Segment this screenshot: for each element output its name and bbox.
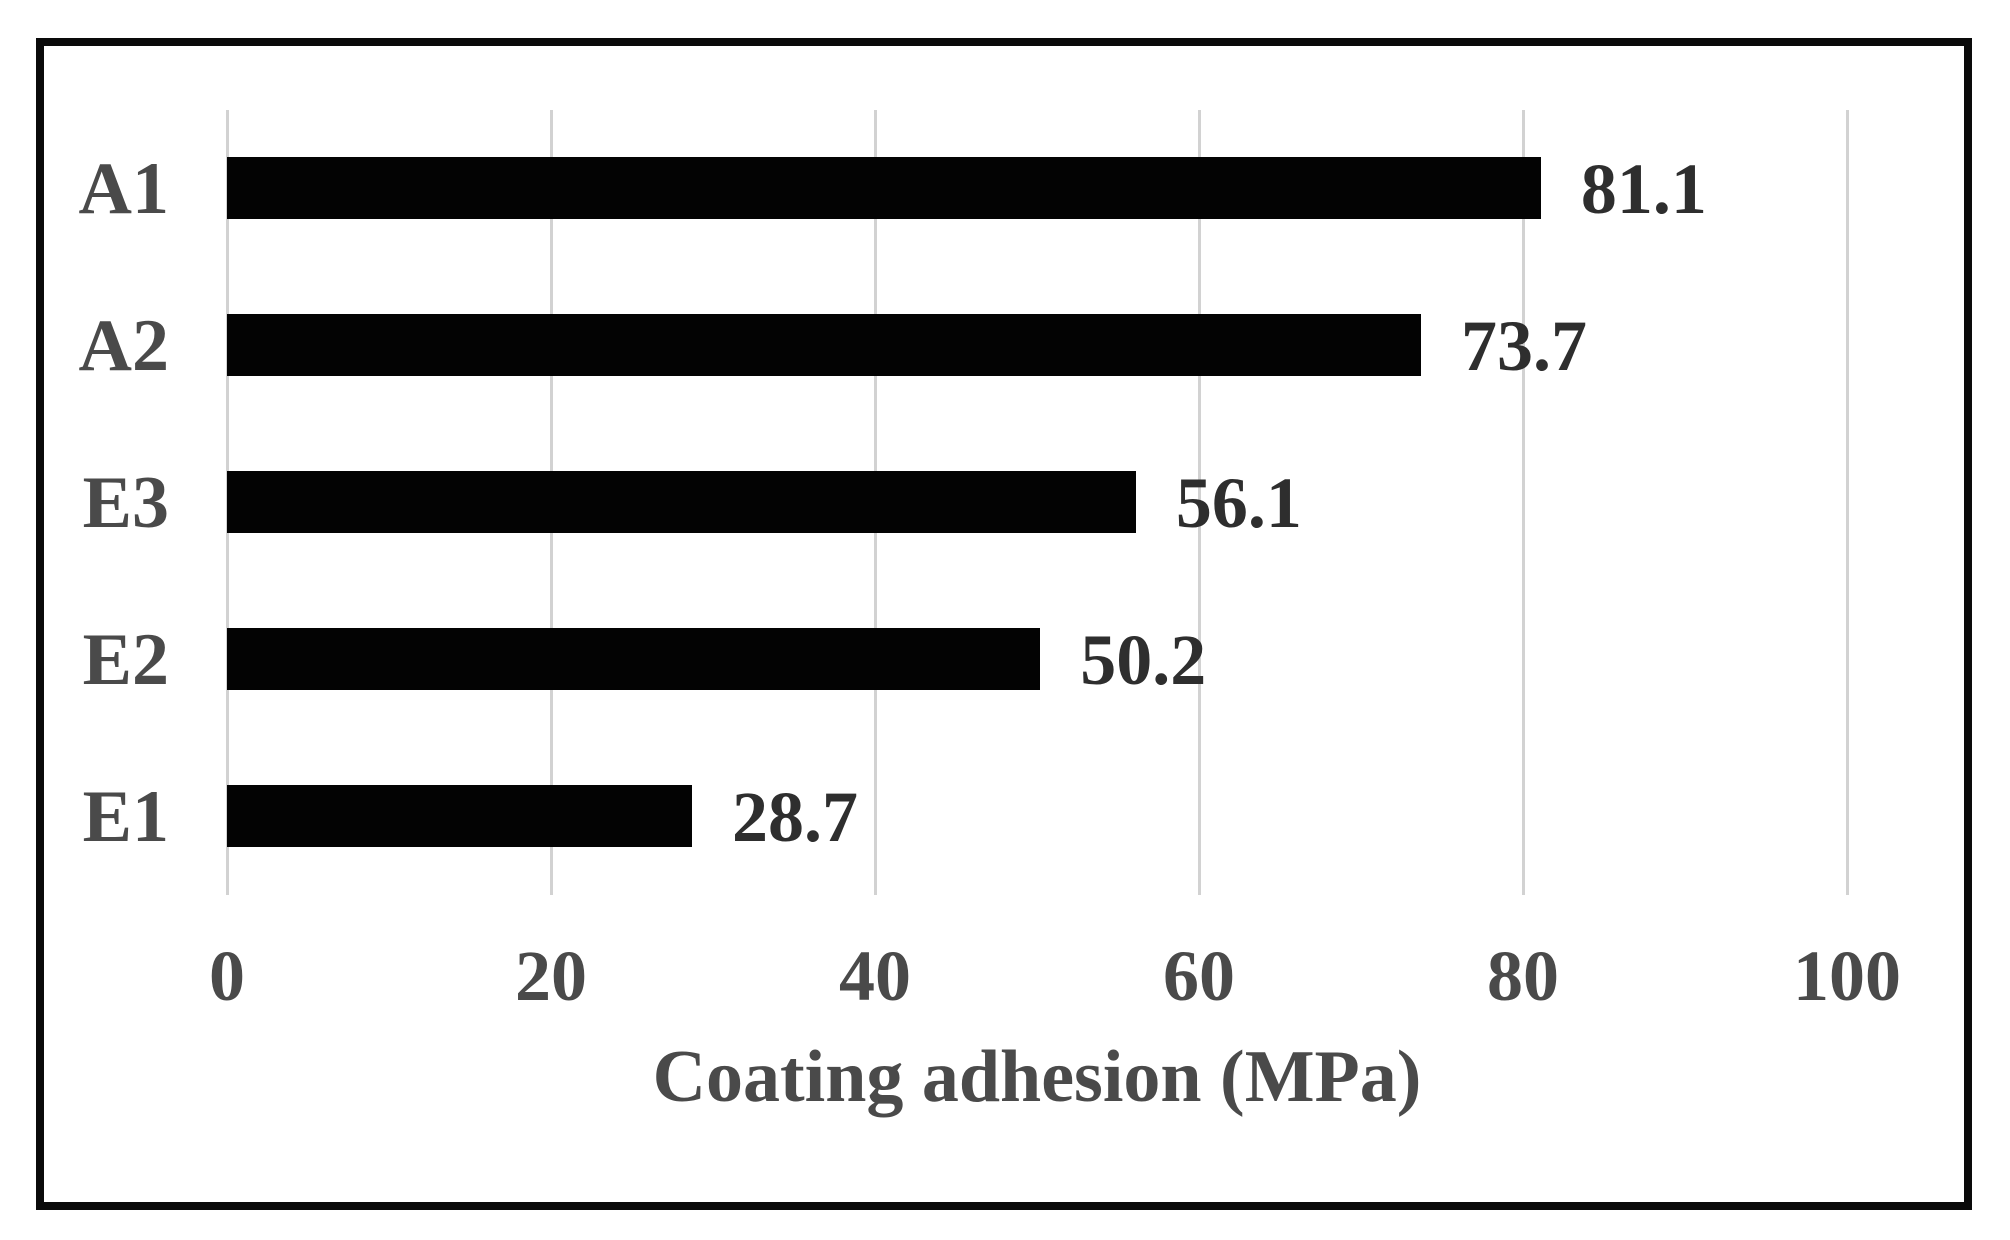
category-label: A2 [78, 304, 169, 387]
bar-row-A1: A1 81.1 [79, 110, 1847, 267]
bar-row-E1: E1 28.7 [83, 738, 1847, 895]
x-axis-tick-labels: 0 20 40 60 80 100 [209, 936, 1901, 1020]
x-tick-label-100: 100 [1793, 936, 1901, 1016]
value-label: 56.1 [1175, 462, 1302, 543]
category-label: E1 [82, 775, 169, 858]
bar [227, 628, 1041, 690]
x-tick-label-0: 0 [209, 936, 245, 1016]
bar [227, 157, 1541, 219]
value-label: 28.7 [731, 776, 858, 857]
category-label: A1 [78, 147, 169, 230]
bar-row-E2: E2 50.2 [83, 581, 1847, 738]
category-label: E3 [82, 461, 169, 544]
gridline-60 [1197, 110, 1201, 895]
gridline-80 [1521, 110, 1525, 895]
x-tick-label-60: 60 [1163, 936, 1235, 1016]
gridline-100 [1845, 110, 1849, 895]
bar [227, 314, 1421, 376]
bar-row-E3: E3 56.1 [83, 424, 1847, 581]
x-axis-title: Coating adhesion (MPa) [652, 1036, 1422, 1118]
plot-area: A1 81.1 A2 73.7 E3 56.1 E2 50.2 E1 28.7 [79, 110, 1849, 895]
category-label: E2 [82, 618, 169, 701]
value-label: 50.2 [1080, 619, 1207, 700]
bar [227, 785, 692, 847]
chart-figure: A1 81.1 A2 73.7 E3 56.1 E2 50.2 E1 28.7 0 20 40 60 80… [36, 38, 1972, 1210]
bar-row-A2: A2 73.7 [79, 267, 1847, 424]
value-label: 73.7 [1460, 305, 1587, 386]
x-tick-label-20: 20 [515, 936, 587, 1016]
x-tick-label-80: 80 [1487, 936, 1559, 1016]
x-tick-label-40: 40 [839, 936, 911, 1016]
value-label: 81.1 [1580, 148, 1707, 229]
bar [227, 471, 1136, 533]
